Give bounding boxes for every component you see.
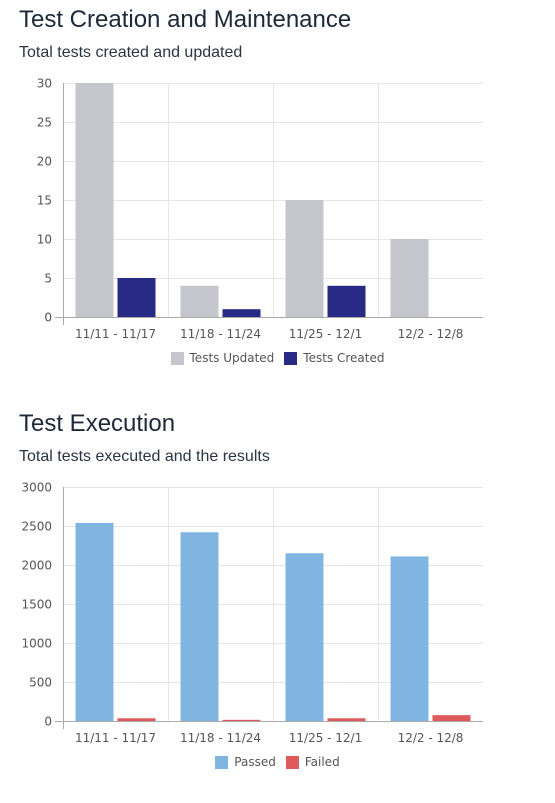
bar-tests-created-1 [117, 278, 156, 317]
legend-label: Tests Created [303, 351, 385, 365]
chart-subtitle: Total tests executed and the results [19, 448, 270, 465]
legend-swatch [215, 755, 229, 769]
bar-tests-updated-4 [390, 239, 429, 317]
x-tick-label: 12/2 - 12/8 [398, 327, 464, 341]
legend-swatch [285, 755, 299, 769]
test-execution-chart: 0 500 1000 1500 2000 2500 3000 11/11 - 11/17 11/… [21, 481, 483, 745]
bar-passed-4 [390, 556, 429, 721]
bar-failed-4 [432, 715, 471, 721]
legend-label: Passed [234, 755, 276, 769]
y-tick-label: 5 [44, 272, 52, 286]
y-tick-label: 0 [44, 715, 52, 729]
chart-legend: Passed Failed [0, 755, 555, 769]
x-tick-label: 11/18 - 11/24 [180, 731, 261, 745]
x-tick-label: 11/18 - 11/24 [180, 327, 261, 341]
y-tick-label: 20 [37, 155, 52, 169]
y-tick-label: 0 [44, 311, 52, 325]
bar-failed-1 [117, 718, 156, 721]
bar-tests-created-3 [327, 285, 366, 317]
y-tick-label: 2500 [21, 520, 52, 534]
y-tick-label: 1500 [21, 598, 52, 612]
x-tick-label: 11/11 - 11/17 [75, 327, 156, 341]
y-tick-label: 30 [37, 77, 52, 91]
bar-tests-updated-2 [180, 285, 219, 317]
y-tick-label: 25 [37, 116, 52, 130]
y-tick-label: 1000 [21, 637, 52, 651]
bar-tests-updated-1 [75, 83, 114, 317]
legend-item-tests-updated[interactable]: Tests Updated [170, 351, 275, 365]
test-creation-chart: 0 5 10 15 20 25 30 11/11 - 11/17 11/18 - 11/24 11… [37, 77, 483, 341]
y-tick-label: 2000 [21, 559, 52, 573]
test-creation-section: Test Creation and Maintenance Total test… [0, 0, 555, 390]
legend-item-failed[interactable]: Failed [285, 755, 340, 769]
y-tick-label: 3000 [21, 481, 52, 495]
y-tick-label: 500 [29, 676, 52, 690]
legend-item-tests-created[interactable]: Tests Created [284, 351, 384, 365]
bar-passed-2 [180, 532, 219, 721]
x-tick-label: 11/11 - 11/17 [75, 731, 156, 745]
bar-failed-2 [222, 719, 261, 721]
bar-tests-created-2 [222, 309, 261, 317]
chart-legend: Tests Updated Tests Created [0, 351, 555, 365]
x-tick-label: 11/25 - 12/1 [289, 731, 363, 745]
legend-label: Failed [304, 755, 340, 769]
test-execution-section: Test Execution Total tests executed and … [0, 404, 555, 799]
legend-swatch [170, 351, 184, 365]
chart-subtitle: Total tests created and updated [19, 44, 243, 61]
chart-title: Test Creation and Maintenance [19, 6, 352, 33]
bar-passed-1 [75, 522, 114, 721]
x-tick-label: 12/2 - 12/8 [398, 731, 464, 745]
bar-tests-updated-3 [285, 200, 324, 317]
bar-failed-3 [327, 718, 366, 721]
chart-title: Test Execution [19, 410, 176, 437]
y-tick-label: 10 [37, 233, 52, 247]
x-tick-label: 11/25 - 12/1 [289, 327, 363, 341]
legend-swatch [284, 351, 298, 365]
y-tick-label: 15 [37, 194, 52, 208]
legend-item-passed[interactable]: Passed [215, 755, 276, 769]
legend-label: Tests Updated [189, 351, 275, 365]
bar-passed-3 [285, 553, 324, 721]
